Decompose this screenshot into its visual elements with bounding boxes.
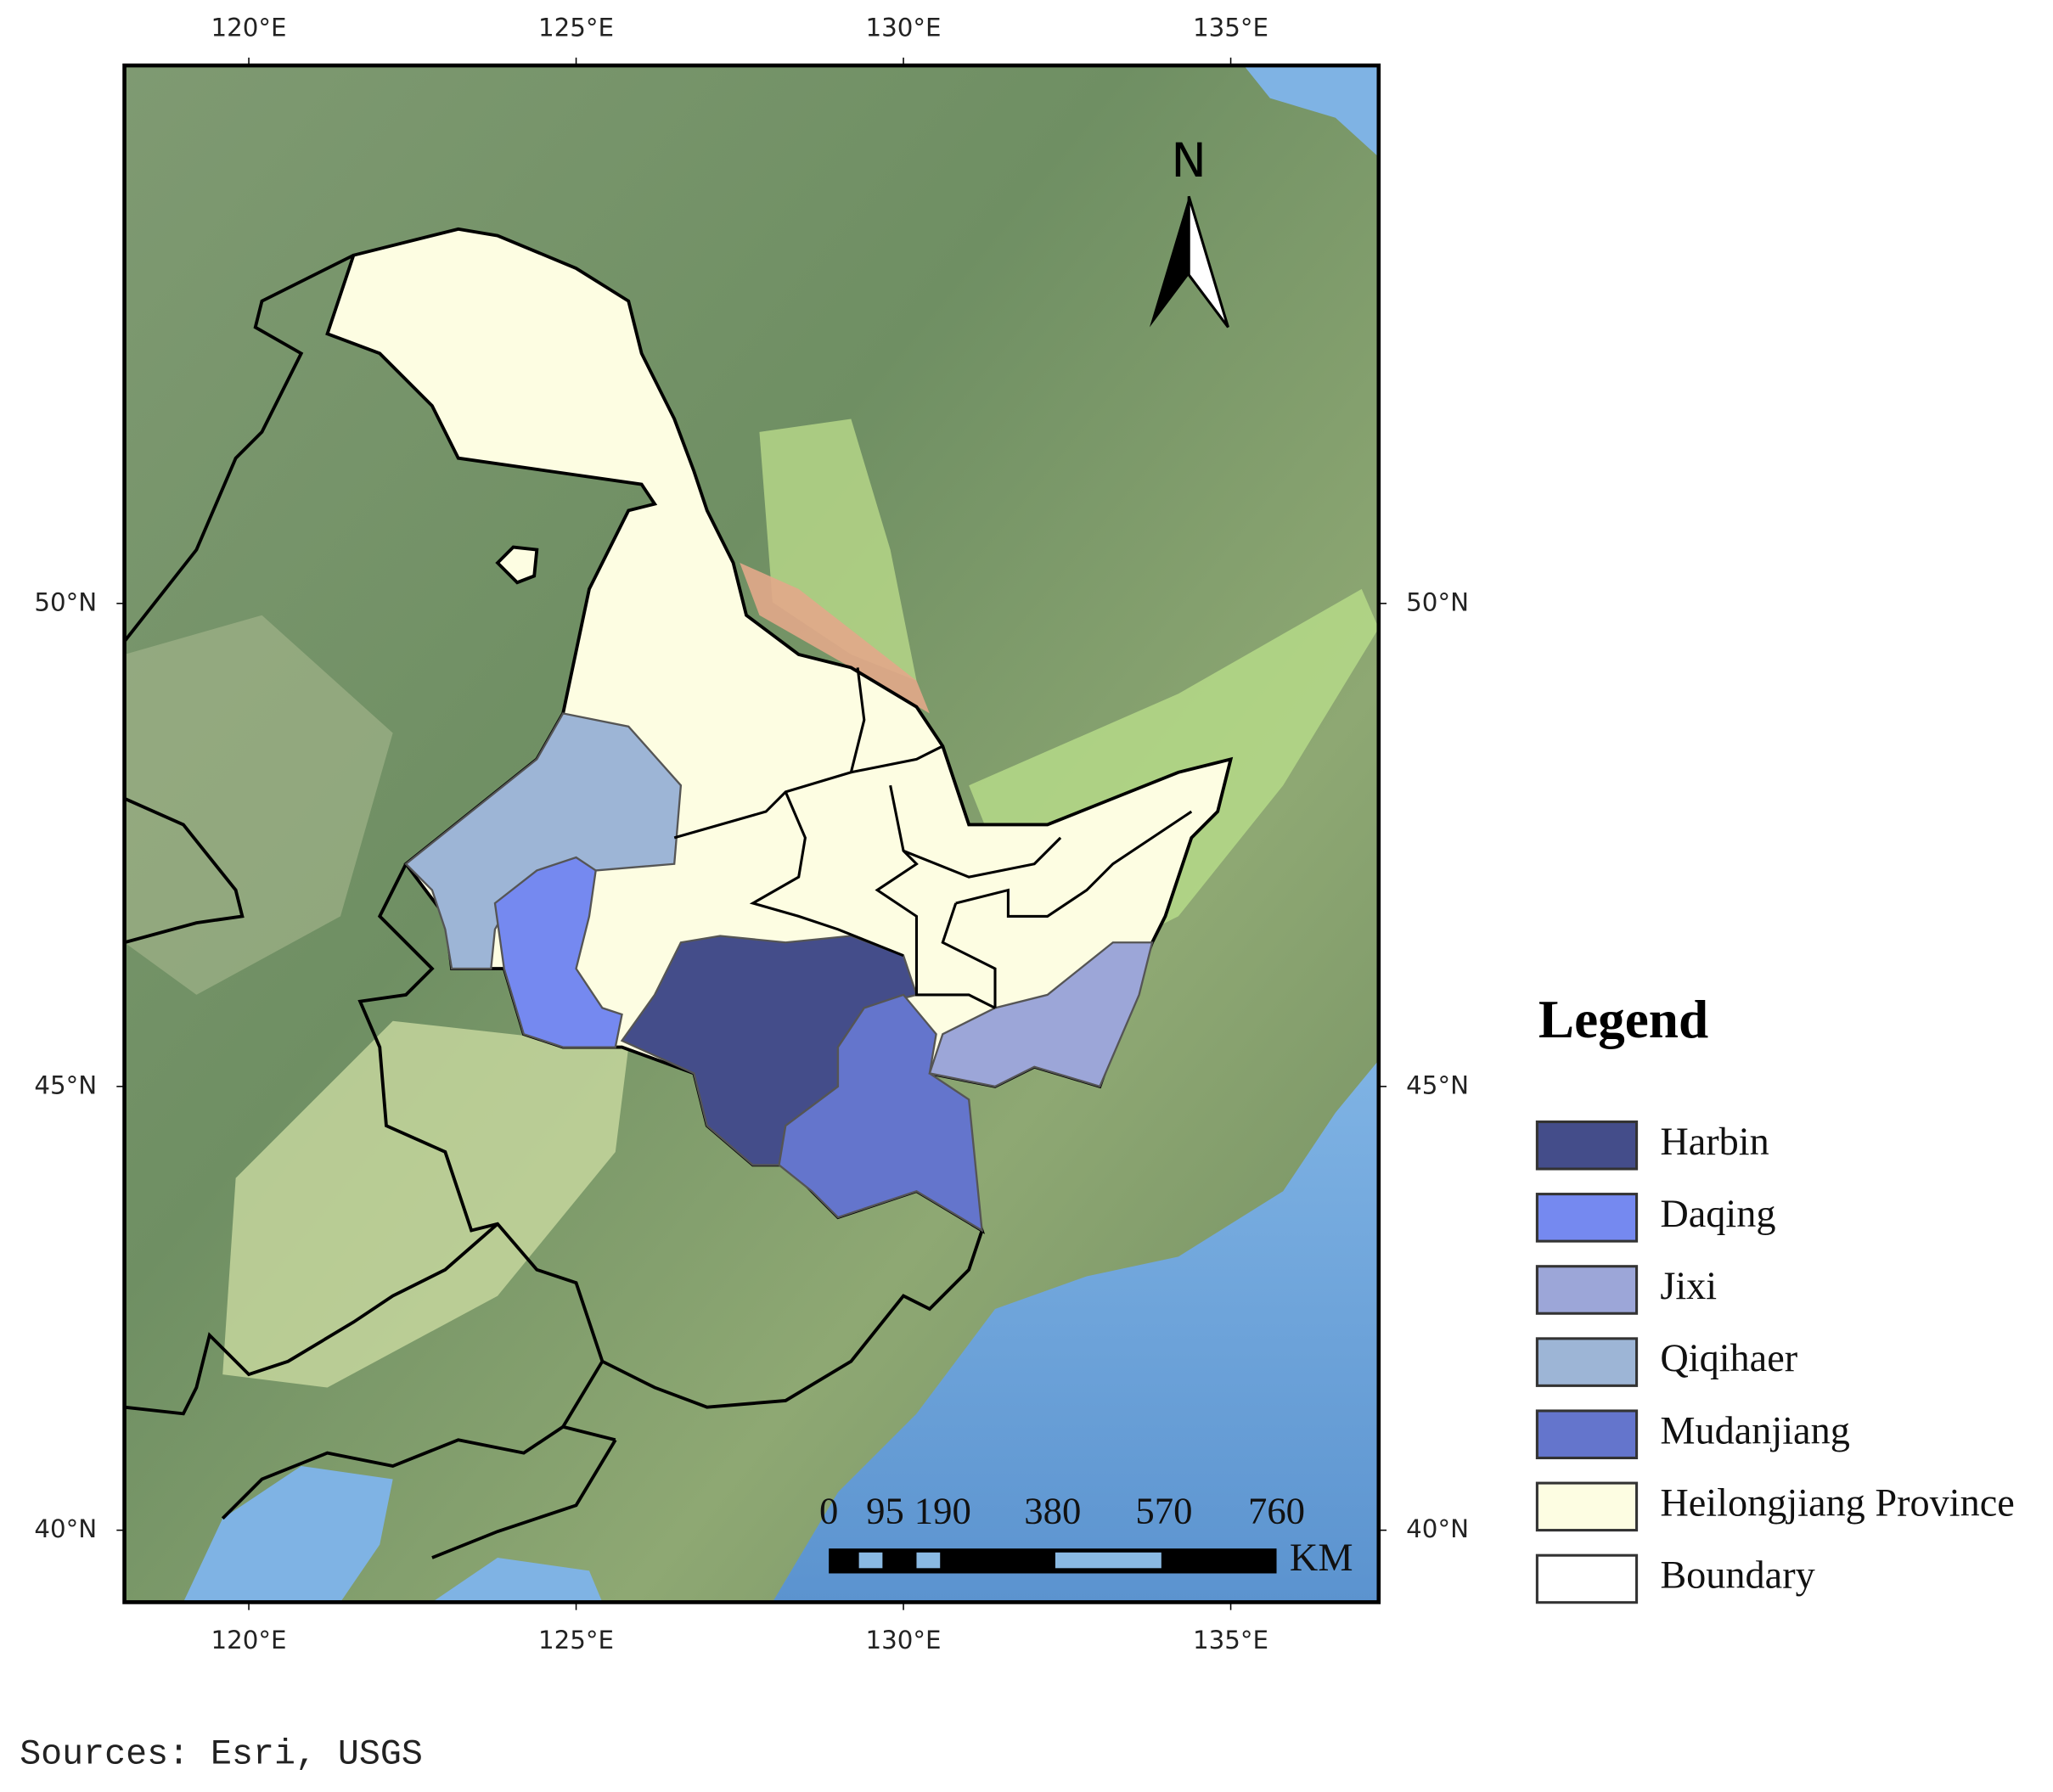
longitude-label: 120°E — [211, 1626, 287, 1654]
scale-bar: 0 95 190 380 570 760 KM — [819, 1489, 1353, 1580]
legend-swatch — [1535, 1337, 1639, 1387]
source-note: Sources: Esri, USGS — [20, 1733, 423, 1774]
legend-label: Daqing — [1660, 1193, 1775, 1236]
longitude-label: 130°E — [866, 13, 942, 42]
legend-label: Jixi — [1660, 1265, 1717, 1308]
graticule-labels: 120°E 120°E 125°E 125°E 130°E 130°E 135°E 135°E… — [34, 13, 1469, 1654]
legend-swatch — [1535, 1265, 1639, 1315]
latitude-label: 45°N — [34, 1070, 97, 1099]
region — [778, 993, 983, 1233]
county-boundaries — [673, 667, 1193, 1009]
north-label: N — [1171, 133, 1206, 188]
legend-swatch — [1535, 1553, 1639, 1604]
longitude-label: 125°E — [538, 1626, 614, 1654]
scale-label: 570 — [1135, 1489, 1192, 1531]
legend-swatch — [1535, 1481, 1639, 1532]
legend-title: Legend — [1538, 990, 1708, 1049]
map-frame — [122, 63, 1381, 1604]
legend: Harbin Daqing Jixi Qiqihaer Mudanjiang Heilon… — [1535, 1120, 2015, 1604]
scale-label: 380 — [1024, 1489, 1081, 1531]
scale-label: 760 — [1248, 1489, 1305, 1531]
outer-boundaries — [124, 253, 984, 1559]
scale-unit: KM — [1290, 1536, 1353, 1580]
latitude-label: 40°N — [34, 1514, 97, 1543]
legend-label: Harbin — [1660, 1121, 1769, 1164]
legend-label: Boundary — [1660, 1554, 1814, 1598]
scale-label: 95 — [866, 1489, 904, 1531]
scale-label: 190 — [914, 1489, 971, 1531]
legend-label: Qiqihaer — [1660, 1337, 1797, 1380]
longitude-label: 125°E — [538, 13, 614, 42]
regions — [325, 227, 1234, 1234]
region — [928, 941, 1154, 1088]
legend-swatch — [1535, 1193, 1639, 1243]
legend-label: Heilongjiang Province — [1660, 1481, 2014, 1525]
legend-swatch — [1535, 1409, 1639, 1460]
region — [493, 856, 623, 1048]
longitude-label: 135°E — [1193, 13, 1268, 42]
longitude-label: 120°E — [211, 13, 287, 42]
latitude-label: 50°N — [34, 587, 97, 616]
latitude-label: 50°N — [1406, 587, 1469, 616]
longitude-label: 130°E — [866, 1626, 942, 1654]
legend-swatch — [1535, 1120, 1639, 1171]
legend-label: Mudanjiang — [1660, 1409, 1850, 1452]
latitude-label: 45°N — [1406, 1070, 1469, 1099]
longitude-label: 135°E — [1193, 1626, 1268, 1654]
latitude-label: 40°N — [1406, 1514, 1469, 1543]
basemap — [124, 65, 1379, 1603]
scale-label: 0 — [819, 1489, 838, 1531]
